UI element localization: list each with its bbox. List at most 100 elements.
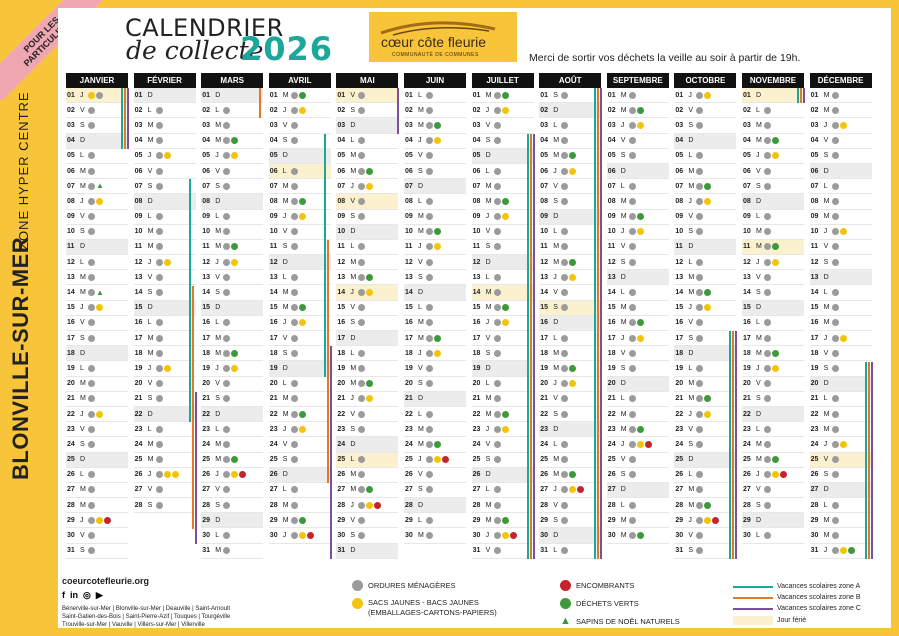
day-number: 29 bbox=[607, 516, 616, 524]
day-letter: D bbox=[418, 289, 424, 297]
day-row: 12 J bbox=[133, 255, 196, 271]
day-row: 10 V bbox=[471, 225, 534, 240]
day-number: 29 bbox=[743, 516, 751, 524]
day-letter: M bbox=[215, 349, 222, 357]
day-letter: V bbox=[350, 516, 356, 524]
ordures-dot-icon bbox=[223, 501, 231, 509]
day-letter: D bbox=[756, 91, 762, 99]
day-letter: S bbox=[80, 547, 85, 555]
day-row: 08 M bbox=[809, 194, 872, 210]
collection-icons bbox=[290, 121, 298, 129]
collection-icons bbox=[696, 516, 720, 524]
day-letter: D bbox=[350, 228, 356, 236]
day-letter: V bbox=[688, 319, 694, 327]
day-number: 19 bbox=[202, 364, 210, 372]
ordures-dot-icon bbox=[764, 137, 771, 145]
ordures-dot-icon bbox=[628, 456, 636, 464]
day-number: 28 bbox=[472, 501, 481, 509]
day-letter: V bbox=[282, 228, 288, 236]
day-number: 31 bbox=[540, 547, 548, 555]
day-number: 11 bbox=[675, 243, 683, 251]
collection-icons bbox=[426, 152, 433, 160]
instagram-icon[interactable]: ◎ bbox=[83, 590, 91, 600]
day-letter: L bbox=[282, 273, 287, 281]
linkedin-icon[interactable]: in bbox=[70, 590, 78, 600]
day-number: 22 bbox=[202, 410, 210, 418]
day-letter: L bbox=[215, 213, 220, 221]
ordures-dot-icon bbox=[358, 501, 366, 509]
day-number: 19 bbox=[675, 364, 684, 372]
day-number: 02 bbox=[202, 106, 210, 114]
day-letter: D bbox=[688, 137, 694, 145]
day-number: 17 bbox=[472, 334, 481, 342]
ordures-dot-icon bbox=[88, 532, 95, 540]
day-number: 21 bbox=[810, 395, 819, 403]
day-letter: M bbox=[282, 197, 289, 205]
day-row: 15 M bbox=[268, 301, 331, 316]
day-row: 26 M bbox=[539, 468, 602, 483]
day-row: 27 V bbox=[742, 483, 804, 499]
day-row: 26 V bbox=[404, 468, 466, 483]
day-number: 19 bbox=[607, 364, 616, 372]
day-number: 28 bbox=[134, 501, 143, 509]
collection-icons bbox=[493, 456, 501, 464]
ordures-dot-icon bbox=[426, 425, 433, 433]
day-letter: L bbox=[80, 471, 84, 479]
verts-dot-icon bbox=[501, 197, 509, 205]
day-row: 24 V bbox=[471, 437, 534, 453]
ordures-dot-icon bbox=[290, 425, 298, 433]
day-letter: M bbox=[620, 410, 627, 418]
day-letter: S bbox=[553, 304, 558, 312]
day-number: 07 bbox=[743, 182, 751, 190]
day-number: 19 bbox=[540, 364, 548, 372]
day-row: 23 S bbox=[336, 422, 399, 438]
ordures-dot-icon bbox=[223, 380, 231, 388]
collection-icons bbox=[561, 273, 577, 281]
vacation-bar-zone-a bbox=[594, 88, 597, 560]
day-letter: M bbox=[350, 273, 357, 281]
day-row: 23 M bbox=[606, 422, 669, 438]
ordures-dot-icon bbox=[155, 440, 163, 448]
day-row: 27 V bbox=[133, 483, 196, 499]
website-link[interactable]: coeurcotefleurie.org bbox=[62, 576, 150, 586]
day-letter: S bbox=[418, 167, 423, 175]
legend-zone-c: Vacances scolaires zone C bbox=[733, 605, 861, 612]
day-row: 22 M bbox=[471, 407, 534, 423]
day-number: 17 bbox=[810, 334, 819, 342]
collection-icons bbox=[223, 349, 239, 357]
collection-icons bbox=[223, 334, 231, 342]
day-row: 02 L bbox=[742, 103, 804, 119]
day-row: 01 D bbox=[133, 88, 196, 104]
day-number: 11 bbox=[202, 243, 210, 251]
collection-icons bbox=[831, 334, 847, 342]
day-row: 29 D bbox=[742, 513, 804, 529]
ordures-dot-icon bbox=[358, 182, 366, 190]
facebook-icon[interactable]: f bbox=[62, 590, 65, 600]
collection-icons bbox=[628, 106, 644, 114]
day-row: 25 L bbox=[336, 452, 399, 468]
youtube-icon[interactable]: ▶ bbox=[95, 590, 103, 600]
day-letter: M bbox=[688, 501, 695, 509]
collection-icons bbox=[223, 364, 239, 372]
day-row: 10 M bbox=[133, 225, 196, 240]
day-number: 01 bbox=[675, 91, 684, 99]
ordures-dot-icon bbox=[493, 106, 501, 114]
collection-icons bbox=[696, 547, 704, 555]
ordures-dot-icon bbox=[155, 258, 163, 266]
day-row: 07 L bbox=[606, 179, 669, 195]
ordures-dot-icon bbox=[88, 364, 95, 372]
day-number: 24 bbox=[67, 440, 75, 448]
collection-icons bbox=[628, 395, 636, 403]
day-number: 18 bbox=[134, 349, 143, 357]
collection-icons bbox=[223, 532, 231, 540]
day-row: 16 M bbox=[809, 316, 872, 331]
day-number: 25 bbox=[472, 456, 481, 464]
ordures-dot-icon bbox=[696, 410, 704, 418]
sacs-dot-icon bbox=[298, 106, 306, 114]
day-letter: D bbox=[485, 258, 491, 266]
day-number: 05 bbox=[472, 152, 481, 160]
day-letter: J bbox=[350, 289, 354, 297]
day-letter: M bbox=[418, 425, 424, 433]
day-letter: M bbox=[823, 91, 830, 99]
day-number: 05 bbox=[134, 152, 143, 160]
